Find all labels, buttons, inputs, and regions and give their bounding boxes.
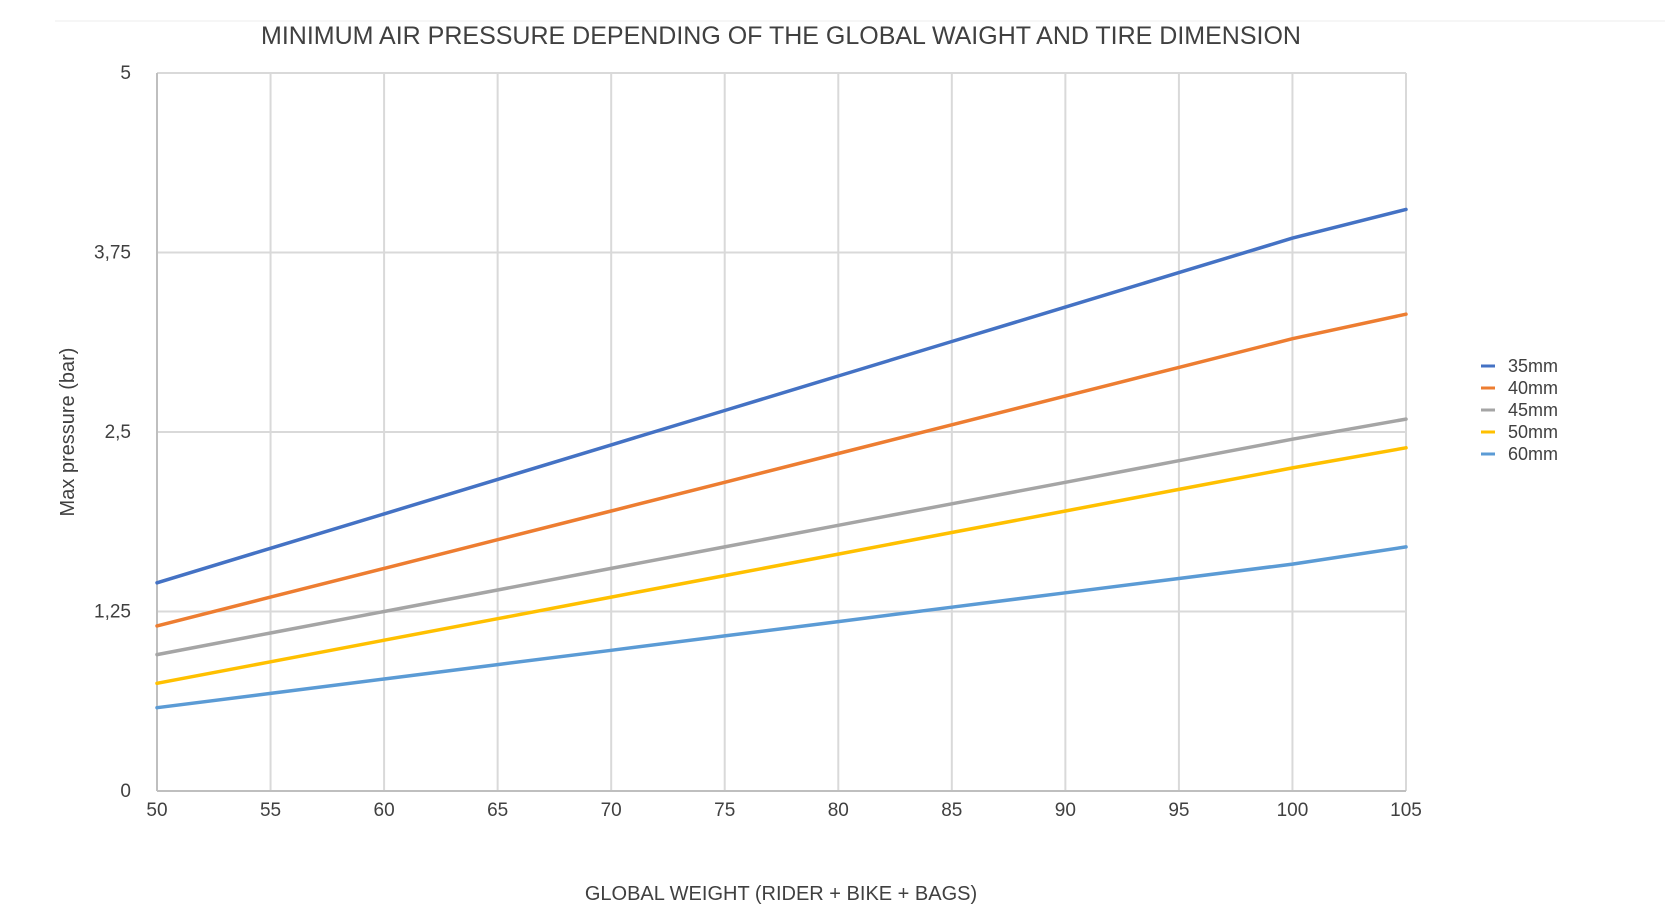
x-tick-label: 105 [1390, 800, 1422, 821]
series-line-40mm [155, 312, 1408, 628]
y-tick-label: 5 [120, 63, 131, 84]
legend-label: 60mm [1508, 444, 1558, 464]
legend-label: 50mm [1508, 422, 1558, 442]
series-line-35mm [155, 207, 1408, 585]
x-tick-label: 70 [601, 800, 622, 821]
x-tick-label: 55 [260, 800, 281, 821]
x-tick-label: 50 [146, 800, 167, 821]
x-tick-label: 80 [828, 800, 849, 821]
x-tick-label: 100 [1277, 800, 1309, 821]
series-line-45mm [155, 417, 1408, 657]
legend-label: 40mm [1508, 378, 1558, 398]
tick-labels: 50 55 60 65 70 75 80 85 90 95 100 105 0 1,25 2,5 3,75 5 [94, 63, 1422, 821]
legend-label: 45mm [1508, 400, 1558, 420]
x-tick-label: 90 [1055, 800, 1076, 821]
x-tick-label: 60 [374, 800, 395, 821]
y-tick-label: 0 [120, 781, 131, 802]
axes [156, 73, 1406, 792]
legend-label: 35mm [1508, 356, 1558, 376]
y-tick-label: 2,5 [105, 422, 131, 443]
chart-title: MINIMUM AIR PRESSURE DEPENDING OF THE GL… [261, 22, 1301, 50]
series-line-50mm [155, 446, 1408, 686]
y-tick-label: 1,25 [94, 602, 131, 623]
gridlines [157, 72, 1407, 791]
x-tick-label: 85 [941, 800, 962, 821]
series-lines [155, 207, 1408, 710]
x-axis-title: GLOBAL WEIGHT (RIDER + BIKE + BAGS) [585, 883, 977, 905]
x-tick-label: 95 [1168, 800, 1189, 821]
y-axis-title: Max pressure (bar) [57, 348, 79, 517]
x-tick-label: 75 [714, 800, 735, 821]
x-tick-label: 65 [487, 800, 508, 821]
y-tick-label: 3,75 [94, 243, 131, 264]
series-line-60mm [155, 545, 1408, 710]
